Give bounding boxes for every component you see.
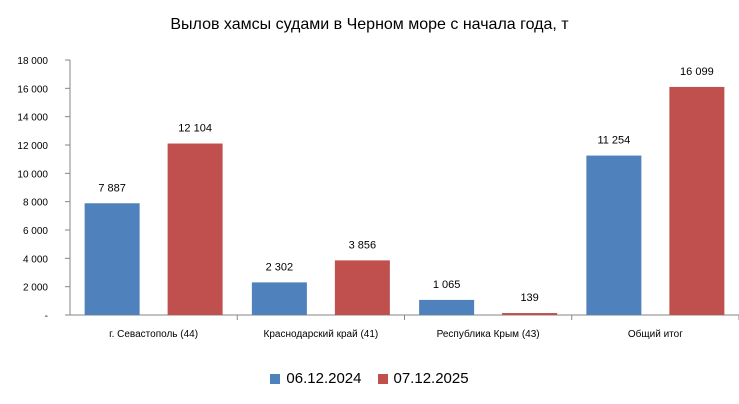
data-label: 11 254 — [597, 135, 630, 147]
bar-series-2 — [334, 260, 390, 315]
x-tick-label: Краснодарский край (41) — [264, 329, 379, 340]
bar-series-1 — [419, 299, 475, 315]
legend-item-series-1: 06.12.2024 — [270, 370, 362, 387]
chart-title: Вылов хамсы судами в Черном море с начал… — [170, 16, 569, 33]
bar-series-1 — [251, 282, 307, 315]
x-tick-label: Общий итог — [628, 328, 683, 340]
y-tick-label: 8 000 — [23, 198, 48, 209]
bar-series-2 — [669, 86, 725, 315]
y-tick-label: 6 000 — [23, 226, 48, 237]
data-label: 2 302 — [266, 261, 294, 273]
legend-label-series-2: 07.12.2025 — [393, 370, 469, 387]
bar-series-2 — [502, 313, 558, 315]
y-tick-label: - — [45, 311, 48, 322]
bar-series-1 — [84, 203, 140, 315]
legend-label-series-1: 06.12.2024 — [286, 370, 362, 387]
data-label: 12 104 — [178, 123, 212, 135]
y-tick-label: 2 000 — [23, 283, 48, 294]
legend-swatch-series-2 — [377, 373, 388, 384]
legend-item-series-2: 07.12.2025 — [377, 370, 469, 387]
legend-swatch-series-1 — [270, 373, 281, 384]
bar-series-2 — [167, 143, 223, 315]
x-tick-label: Республика Крым (43) — [437, 328, 540, 340]
y-tick-label: 18 000 — [17, 56, 48, 67]
x-tick-label: г. Севастополь (44) — [109, 329, 198, 340]
data-label: 16 099 — [680, 66, 714, 78]
y-tick-label: 4 000 — [23, 254, 48, 265]
y-tick-label: 12 000 — [17, 141, 48, 152]
data-label: 7 887 — [98, 182, 126, 194]
y-tick-label: 16 000 — [17, 84, 48, 95]
bar-series-1 — [586, 155, 642, 315]
data-label: 3 856 — [349, 239, 377, 251]
legend: 06.12.2024 07.12.2025 — [0, 370, 739, 387]
data-label: 1 065 — [433, 279, 461, 291]
data-label: 139 — [520, 292, 538, 304]
y-tick-label: 14 000 — [17, 113, 48, 124]
y-tick-label: 10 000 — [17, 169, 48, 180]
